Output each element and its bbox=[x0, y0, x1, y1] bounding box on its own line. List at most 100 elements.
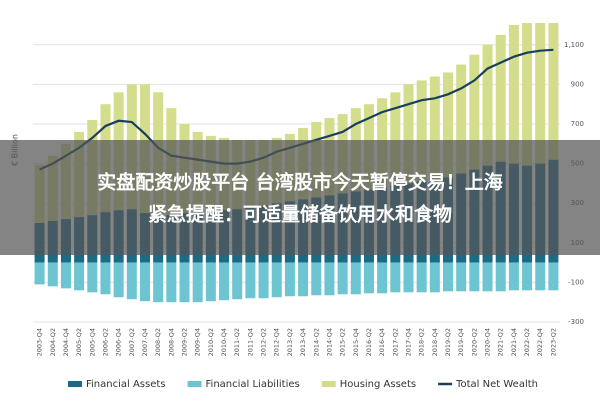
x-tick-label: 2010-Q2 bbox=[207, 328, 215, 356]
x-tick-label: 2005-Q2 bbox=[75, 328, 83, 356]
bar bbox=[429, 76, 440, 180]
legend-item: Total Net Wealth bbox=[438, 379, 538, 390]
x-tick-label: 2004-Q2 bbox=[49, 328, 57, 356]
bar bbox=[469, 262, 480, 292]
x-tick-label: 2021-Q4 bbox=[510, 328, 518, 356]
bar bbox=[390, 92, 401, 186]
x-tick-label: 2016-Q2 bbox=[365, 328, 373, 356]
bar bbox=[495, 262, 506, 292]
bar bbox=[482, 262, 493, 292]
legend-swatch bbox=[68, 381, 82, 387]
bar bbox=[192, 262, 203, 303]
x-tick-label: 2019-Q4 bbox=[457, 328, 465, 356]
bar bbox=[47, 262, 58, 287]
bar bbox=[219, 262, 230, 301]
legend-item: Financial Liabilities bbox=[187, 379, 300, 390]
bar bbox=[298, 262, 309, 297]
bar bbox=[100, 262, 111, 295]
x-tick-label: 2013-Q4 bbox=[299, 328, 307, 356]
bar bbox=[535, 262, 546, 291]
bar bbox=[153, 262, 164, 303]
x-tick-label: 2015-Q2 bbox=[339, 328, 347, 356]
bar bbox=[271, 262, 282, 298]
bar bbox=[416, 80, 427, 182]
x-tick-label: 2011-Q2 bbox=[233, 328, 241, 356]
y-tick-label: 1,100 bbox=[564, 41, 584, 49]
bar bbox=[284, 262, 295, 297]
bar bbox=[337, 262, 348, 295]
bar bbox=[508, 25, 519, 164]
x-tick-label: 2006-Q4 bbox=[115, 328, 123, 356]
x-tick-label: 2022-Q2 bbox=[523, 328, 531, 356]
x-tick-label: 2009-Q4 bbox=[194, 328, 202, 356]
x-tick-label: 2004-Q4 bbox=[62, 328, 70, 356]
bar bbox=[390, 262, 401, 293]
bar bbox=[403, 84, 414, 184]
x-tick-label: 2005-Q4 bbox=[88, 328, 96, 356]
bar bbox=[324, 262, 335, 296]
legend-label: Housing Assets bbox=[340, 379, 416, 390]
x-tick-label: 2015-Q4 bbox=[352, 328, 360, 356]
overlay-text: 实盘配资炒股平台 台湾股市今天暂停交易！上海 bbox=[97, 171, 503, 194]
overlay-banner bbox=[0, 140, 600, 255]
bar bbox=[429, 262, 440, 293]
x-tick-label: 2018-Q2 bbox=[418, 328, 426, 356]
bar bbox=[548, 262, 559, 291]
bar bbox=[535, 23, 546, 164]
bar bbox=[87, 262, 98, 293]
bar bbox=[258, 262, 269, 299]
bar bbox=[60, 262, 71, 289]
bar bbox=[34, 262, 45, 285]
x-tick-label: 2010-Q4 bbox=[220, 328, 228, 356]
bar bbox=[456, 64, 467, 174]
x-tick-label: 2021-Q2 bbox=[497, 328, 505, 356]
y-tick-label: 900 bbox=[571, 80, 584, 88]
legend-swatch bbox=[187, 381, 202, 387]
x-tick-label: 2018-Q4 bbox=[431, 328, 439, 356]
x-tick-label: 2012-Q2 bbox=[260, 328, 268, 356]
x-tick-label: 2014-Q2 bbox=[312, 328, 320, 356]
x-tick-label: 2020-Q4 bbox=[484, 328, 492, 356]
x-tick-label: 2011-Q4 bbox=[246, 328, 254, 356]
bar bbox=[508, 262, 519, 291]
bar bbox=[456, 262, 467, 292]
bar bbox=[522, 23, 533, 166]
x-tick-label: 2007-Q4 bbox=[141, 328, 149, 356]
bar bbox=[74, 262, 85, 291]
x-tick-label: 2014-Q4 bbox=[325, 328, 333, 356]
bar bbox=[311, 262, 322, 296]
x-tick-label: 2008-Q2 bbox=[154, 328, 162, 356]
bar bbox=[113, 262, 124, 298]
x-tick-label: 2022-Q4 bbox=[536, 328, 544, 356]
x-tick-label: 2003-Q4 bbox=[36, 328, 44, 356]
x-tick-label: 2020-Q2 bbox=[470, 328, 478, 356]
y-tick-label: -300 bbox=[568, 318, 584, 326]
overlay-text: 紧急提醒：可适量储备饮用水和食物 bbox=[148, 203, 452, 226]
y-tick-label: 700 bbox=[571, 120, 584, 128]
x-tick-label: 2017-Q2 bbox=[391, 328, 399, 356]
bar bbox=[205, 262, 216, 302]
x-tick-label: 2009-Q2 bbox=[181, 328, 189, 356]
x-tick-label: 2008-Q4 bbox=[167, 328, 175, 356]
x-tick-label: 2013-Q2 bbox=[286, 328, 294, 356]
x-tick-label: 2007-Q2 bbox=[128, 328, 136, 356]
bar bbox=[403, 262, 414, 293]
bar bbox=[126, 262, 137, 300]
bar bbox=[363, 262, 374, 294]
bar bbox=[179, 262, 190, 303]
bar bbox=[548, 23, 559, 160]
bar bbox=[522, 262, 533, 291]
x-tick-label: 2023-Q2 bbox=[549, 328, 557, 356]
legend-label: Financial Assets bbox=[86, 379, 166, 390]
x-tick-label: 2012-Q4 bbox=[273, 328, 281, 356]
bar bbox=[139, 262, 150, 302]
bar bbox=[443, 262, 454, 292]
x-tick-label: 2006-Q2 bbox=[101, 328, 109, 356]
bar bbox=[443, 72, 454, 178]
x-tick-label: 2017-Q4 bbox=[404, 328, 412, 356]
legend-item: Housing Assets bbox=[321, 379, 416, 390]
bar bbox=[350, 262, 361, 295]
bar bbox=[166, 262, 177, 303]
legend-label: Total Net Wealth bbox=[455, 379, 538, 390]
